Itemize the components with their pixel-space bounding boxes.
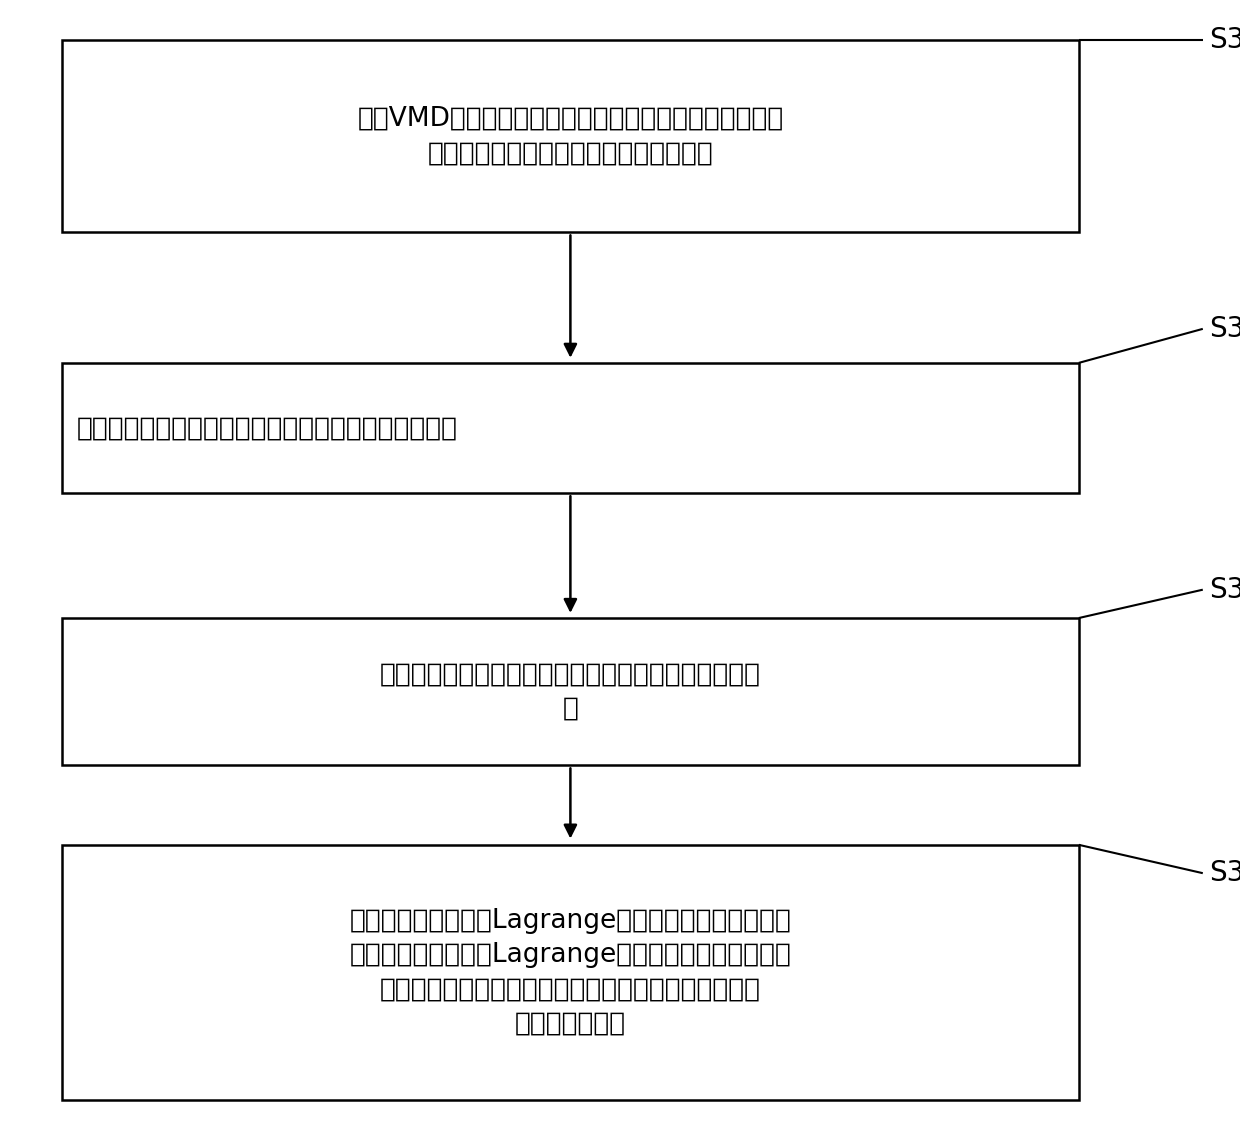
- Text: 向乘子算法求取增广Lagrange函数的鞍点，通过循环迭: 向乘子算法求取增广Lagrange函数的鞍点，通过循环迭: [350, 942, 791, 968]
- Text: 采用VMD方法通过自适应的准正交变换将类噪声信号非递: 采用VMD方法通过自适应的准正交变换将类噪声信号非递: [357, 105, 784, 132]
- Text: 构建分解的目标函数为：各固有模态估计带宽之和最小: 构建分解的目标函数为：各固有模态估计带宽之和最小: [77, 415, 458, 441]
- Bar: [62, 618, 1079, 765]
- Text: S301: S301: [1209, 26, 1240, 53]
- Text: 引入二次罚函数项和Lagrange乘子的方式，利用交替方: 引入二次罚函数项和Lagrange乘子的方式，利用交替方: [350, 908, 791, 934]
- Text: 号: 号: [563, 696, 578, 722]
- Text: 代获得各固有模态估计带宽之和最小时所对应的一组最: 代获得各固有模态估计带宽之和最小时所对应的一组最: [379, 976, 761, 1002]
- Text: S304: S304: [1209, 860, 1240, 887]
- Text: S303: S303: [1209, 576, 1240, 603]
- Text: 优固有模态参数: 优固有模态参数: [515, 1010, 626, 1036]
- Bar: [62, 845, 1079, 1100]
- Bar: [62, 40, 1079, 232]
- Text: 归地分解为所获数目个限带宽的固有模态: 归地分解为所获数目个限带宽的固有模态: [428, 141, 713, 167]
- Text: S302: S302: [1209, 315, 1240, 342]
- Bar: [62, 363, 1079, 493]
- Text: 构建分解的约束条件为：各固有模态之和等于类噪声信: 构建分解的约束条件为：各固有模态之和等于类噪声信: [379, 661, 761, 687]
